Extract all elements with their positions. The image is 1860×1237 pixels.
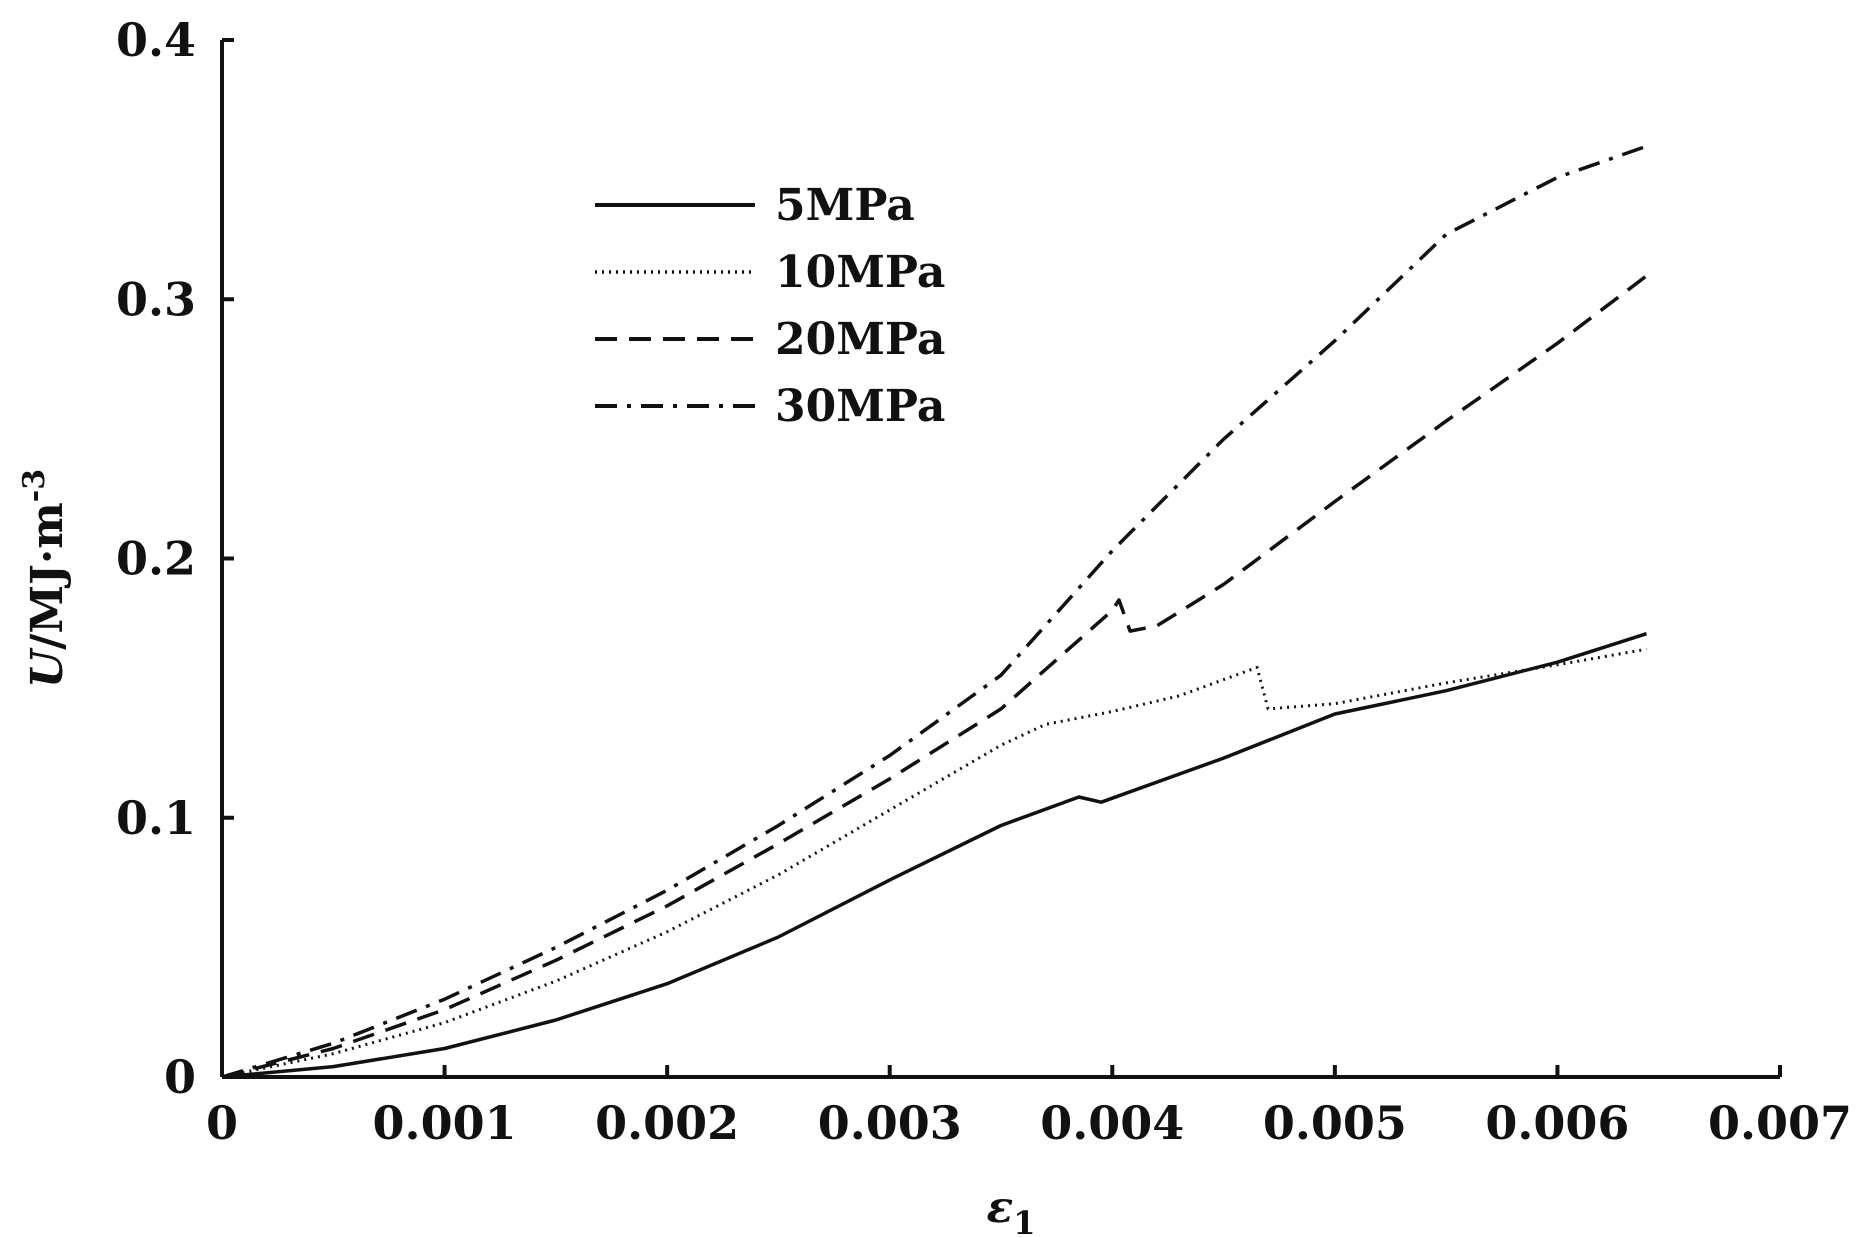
- axes: [220, 40, 1780, 1079]
- y-tick-label: 0.1: [116, 791, 196, 845]
- legend-label: 10MPa: [775, 247, 945, 298]
- series-line-10MPa: [221, 647, 1647, 1079]
- x-tick-label: 0.004: [1040, 1096, 1184, 1150]
- x-tick-label: 0.006: [1485, 1096, 1629, 1150]
- x-axis-title-main: ε: [986, 1182, 1013, 1233]
- y-axis-title-unit: /MJ·m: [22, 502, 73, 649]
- legend: 5MPa 10MPa 20MPa 30MPa: [595, 180, 945, 432]
- x-tick-label: 0.002: [595, 1096, 739, 1150]
- y-axis-title: U/MJ·m-3: [17, 469, 73, 688]
- ticks: 0 0.001 0.002 0.003 0.004 0.005 0.006 0.007 0 0.1…: [116, 13, 1852, 1150]
- x-tick-label: 0.001: [373, 1096, 517, 1150]
- series-line-5MPa: [221, 632, 1648, 1079]
- y-tick-label: 0: [164, 1050, 196, 1104]
- x-tick-label: 0.003: [818, 1096, 962, 1150]
- series-line-20MPa: [221, 274, 1648, 1079]
- y-tick-label: 0.3: [116, 272, 196, 326]
- y-tick-label: 0.4: [116, 13, 196, 67]
- series-lines: [221, 144, 1648, 1079]
- x-axis-title-subscript: 1: [1013, 1204, 1035, 1237]
- x-axis-title: ε1: [986, 1182, 1035, 1237]
- y-axis-title-superscript: -3: [17, 469, 52, 502]
- legend-label: 5MPa: [775, 180, 915, 231]
- x-tick-label: 0: [206, 1096, 238, 1150]
- y-tick-label: 0.2: [116, 532, 196, 586]
- x-tick-label: 0.005: [1263, 1096, 1407, 1150]
- legend-label: 30MPa: [775, 381, 945, 432]
- series-line-30MPa: [221, 144, 1648, 1079]
- y-axis-title-main: U: [22, 647, 73, 688]
- legend-label: 20MPa: [775, 314, 945, 365]
- x-tick-label: 0.007: [1708, 1096, 1852, 1150]
